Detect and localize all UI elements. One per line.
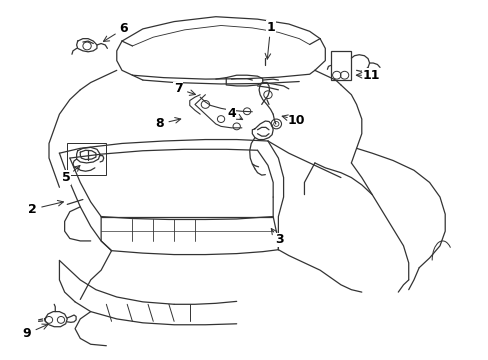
Text: 4: 4 <box>226 107 235 120</box>
Text: 1: 1 <box>265 21 274 34</box>
Text: 7: 7 <box>174 82 183 95</box>
Text: 11: 11 <box>362 69 379 82</box>
Text: 2: 2 <box>28 203 37 216</box>
Text: 5: 5 <box>61 171 70 184</box>
Text: 9: 9 <box>23 327 31 340</box>
Text: 3: 3 <box>275 233 283 247</box>
Text: 8: 8 <box>155 117 163 130</box>
Text: 10: 10 <box>287 113 305 127</box>
Text: 6: 6 <box>119 22 127 35</box>
